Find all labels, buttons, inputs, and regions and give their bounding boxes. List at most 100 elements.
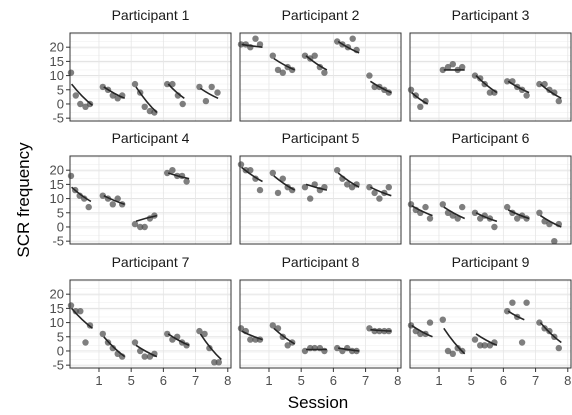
fit-line [135,214,158,223]
data-point [486,89,494,96]
fit-line [103,86,126,100]
y-tick-label: 15 [50,301,64,316]
data-point [141,223,148,231]
data-point [444,347,452,355]
data-point [471,336,479,343]
fit-line [507,80,530,94]
x-tick-label: 7 [362,373,369,388]
fit-line [539,214,562,228]
x-tick-label: 1 [95,373,102,388]
data-point [491,223,498,231]
fit-line [70,83,93,107]
y-tick-label: -5 [52,358,64,373]
data-point [449,60,456,68]
data-point [208,83,215,91]
data-point [99,192,107,199]
data-point [247,167,254,174]
fit-line [338,347,360,352]
panel-title: Participant 5 [282,130,360,146]
data-point [334,167,341,174]
data-point [109,344,117,352]
fit-line [475,75,498,94]
data-point [211,359,218,366]
data-point [504,308,511,315]
x-tick-label: 8 [564,373,571,388]
data-point [481,342,488,349]
fit-line [337,172,360,188]
x-tick-label: 5 [298,373,305,388]
y-tick-label: 10 [50,315,64,330]
data-point [477,342,484,349]
y-tick-label: 15 [50,177,64,192]
x-tick-label: 1 [265,373,272,388]
panel-border [409,155,572,245]
data-point [196,327,203,335]
fit-line [539,83,562,100]
data-point [215,359,222,366]
data-point [385,184,392,191]
data-point [321,69,328,76]
data-point [169,167,176,174]
fit-line [167,172,190,180]
y-tick-label: 5 [57,329,64,344]
fit-line [199,87,219,100]
fit-line [443,327,466,355]
data-point [307,195,314,202]
fit-line [411,324,433,338]
x-tick-label: 8 [224,373,231,388]
data-point [67,302,75,309]
data-point [334,344,341,352]
y-tick-label: -5 [52,111,64,126]
data-point [407,86,415,94]
data-point [269,52,276,59]
data-point [444,63,452,71]
data-point [164,169,171,177]
data-point [417,103,424,111]
data-point [477,75,484,82]
data-point [426,215,434,222]
data-point [518,339,526,346]
fit-line [507,209,530,220]
fit-line [273,57,296,71]
fit-line [337,40,360,54]
data-point [214,89,221,96]
fit-line [539,322,562,344]
data-point [141,103,148,111]
data-point [439,66,446,74]
data-point [279,69,286,76]
data-point [202,97,210,105]
x-tick-label: 6 [330,373,337,388]
data-point [269,322,276,329]
data-point [422,203,429,211]
data-point [514,215,521,222]
data-point [72,92,80,99]
y-tick-label: 20 [50,163,64,178]
data-point [109,201,117,208]
data-point [274,66,282,74]
panel-title: Participant 1 [112,7,190,23]
fit-line [71,186,92,203]
y-tick-label: 10 [50,68,64,83]
data-point [99,83,107,91]
data-point [301,184,309,191]
y-tick-label: 20 [50,287,64,302]
panel-2: Participant 2 [237,7,402,122]
fit-line [241,43,263,48]
data-point [426,319,434,326]
data-point [114,195,121,202]
x-tick-label: 1 [435,373,442,388]
data-point [301,52,309,59]
data-point [536,80,543,88]
data-point [72,308,80,315]
data-point [164,330,171,338]
y-tick-label: 0 [57,219,64,234]
data-point [237,325,245,332]
data-point [67,172,75,180]
panel-border [239,279,402,369]
data-point [504,203,511,211]
data-point [407,322,415,329]
panel-title: Participant 7 [112,254,190,270]
